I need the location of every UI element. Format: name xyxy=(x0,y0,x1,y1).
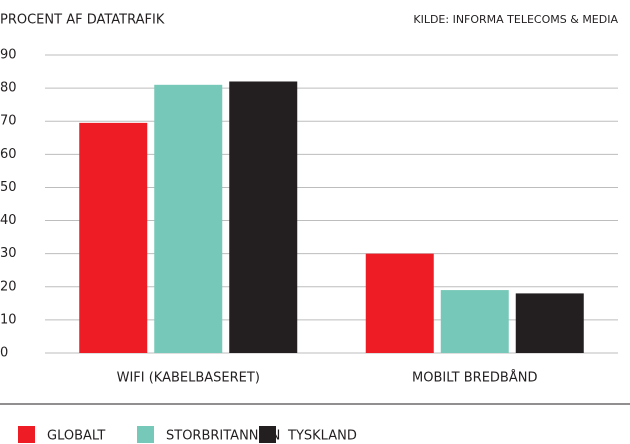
y-tick-label: 90 xyxy=(0,48,17,63)
y-tick-label: 30 xyxy=(0,246,17,261)
y-tick-label: 60 xyxy=(0,147,17,162)
source: KILDE: INFORMA TELECOMS & MEDIA xyxy=(413,13,618,26)
bar xyxy=(154,84,223,354)
x-tick-label: WIFI (KABELBASERET) xyxy=(117,371,260,386)
legend-label: GLOBALT xyxy=(47,429,105,444)
bar xyxy=(79,122,148,353)
bar xyxy=(515,293,584,353)
y-tick-label: 10 xyxy=(0,312,17,327)
legend-swatch xyxy=(259,426,276,443)
bar xyxy=(229,81,298,353)
legend-swatch xyxy=(18,426,35,443)
legend-swatch xyxy=(137,426,154,443)
y-tick-label: 0 xyxy=(0,346,8,361)
chart-title: PROCENT AF DATATRAFIK xyxy=(0,13,165,28)
legend-label: STORBRITANNIEN xyxy=(166,429,280,444)
y-tick-label: 40 xyxy=(0,213,17,228)
x-tick-label: MOBILT BREDBÅND xyxy=(412,370,537,386)
y-tick-label: 50 xyxy=(0,180,17,195)
y-tick-label: 80 xyxy=(0,81,17,96)
y-tick-label: 70 xyxy=(0,114,17,129)
bar xyxy=(440,290,509,353)
y-tick-label: 20 xyxy=(0,279,17,294)
bar xyxy=(365,253,434,353)
legend-label: TYSKLAND xyxy=(287,429,357,444)
